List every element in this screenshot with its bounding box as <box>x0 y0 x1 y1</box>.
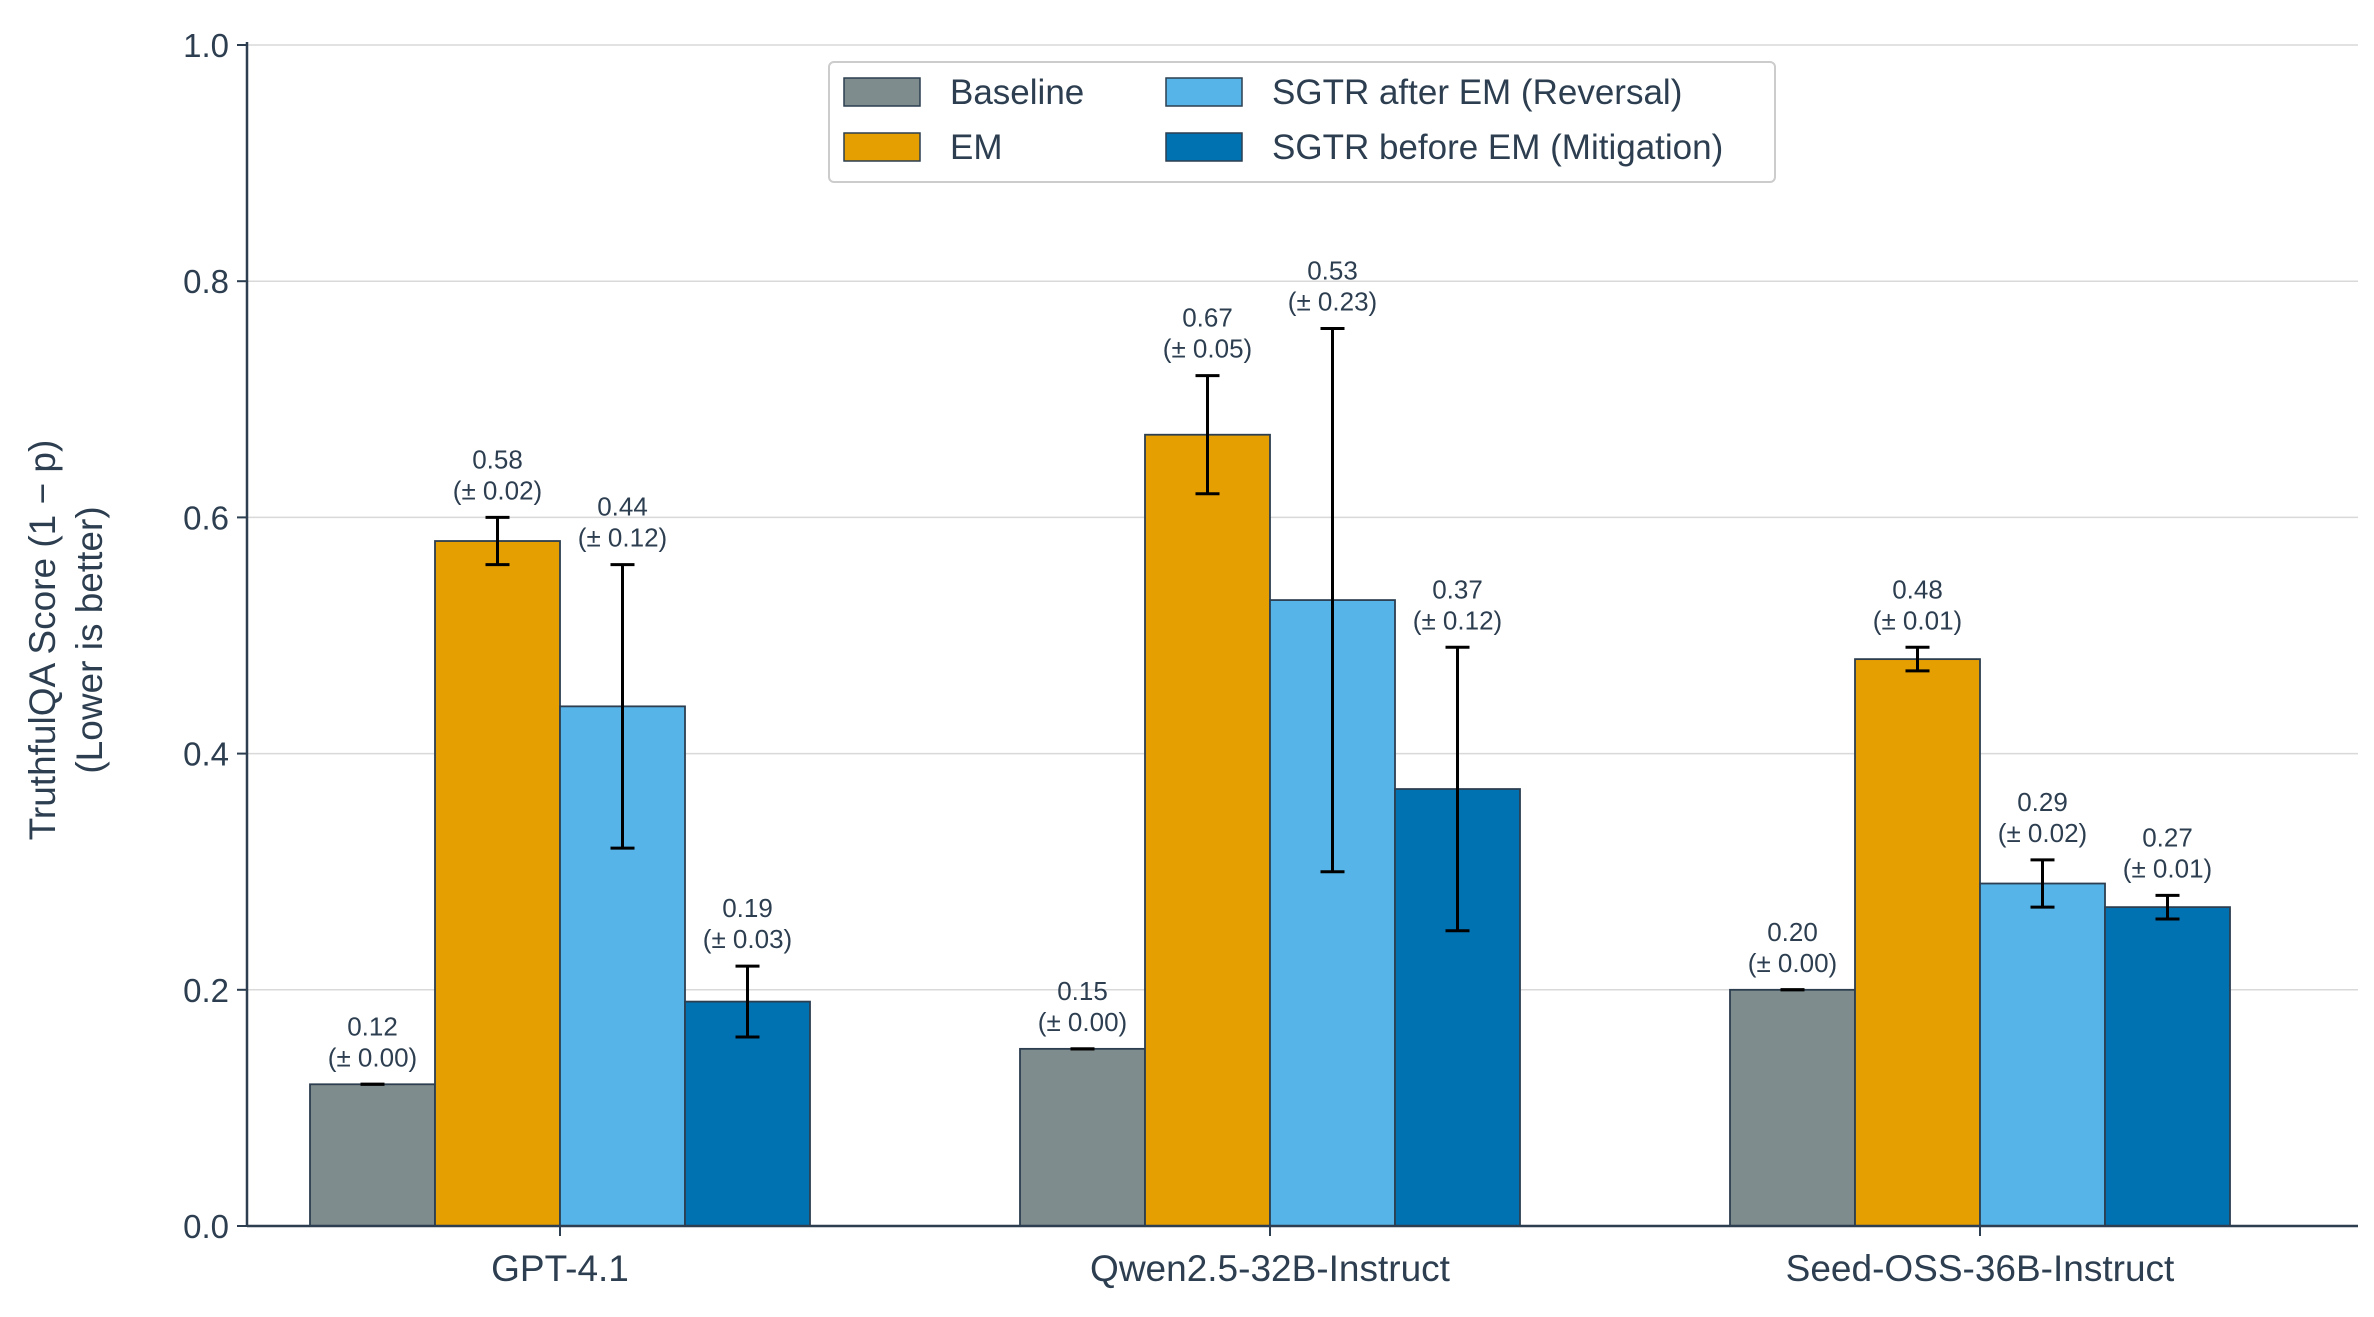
value-label: 0.44 <box>597 492 648 522</box>
error-bars-layer <box>360 326 2180 1086</box>
error-label: (± 0.01) <box>2123 853 2212 883</box>
value-label: 0.15 <box>1057 976 1108 1006</box>
error-label: (± 0.12) <box>578 523 667 553</box>
value-label: 0.19 <box>722 893 773 923</box>
y-tick-label: 0.0 <box>183 1208 229 1245</box>
bar <box>434 540 561 1227</box>
y-tick-label: 0.4 <box>183 736 229 773</box>
x-tick-label: Qwen2.5-32B-Instruct <box>1090 1248 1451 1289</box>
x-tick-labels: GPT-4.1 Qwen2.5-32B-Instruct Seed-OSS-36B-… <box>491 1248 2175 1289</box>
error-label: (± 0.12) <box>1413 605 1502 635</box>
legend: Baseline EM SGTR after EM (Reversal) SGTR b… <box>828 61 1776 183</box>
bars-layer <box>309 433 2231 1227</box>
y-axis-label-subtitle: (Lower is better) <box>69 506 110 773</box>
value-label: 0.20 <box>1767 917 1818 947</box>
x-tick-label: Seed-OSS-36B-Instruct <box>1786 1248 2175 1289</box>
value-label: 0.29 <box>2017 787 2068 817</box>
bar <box>1019 1047 1146 1227</box>
x-tick-label: GPT-4.1 <box>491 1248 629 1289</box>
error-label: (± 0.00) <box>1038 1007 1127 1037</box>
legend-box <box>828 61 1776 183</box>
error-label: (± 0.03) <box>703 924 792 954</box>
value-label: 0.27 <box>2142 822 2193 852</box>
error-label: (± 0.05) <box>1163 334 1252 364</box>
value-label: 0.12 <box>347 1011 398 1041</box>
y-tick-label: 0.8 <box>183 263 229 300</box>
y-tick-labels: 0.0 0.2 0.4 0.6 0.8 1.0 <box>183 27 229 1245</box>
error-label: (± 0.00) <box>1748 948 1837 978</box>
legend-swatch <box>1165 77 1243 107</box>
bar <box>309 1083 436 1227</box>
value-label: 0.53 <box>1307 255 1358 285</box>
y-tick-label: 0.2 <box>183 972 229 1009</box>
y-tick-label: 1.0 <box>183 27 229 64</box>
y-tick-label: 0.6 <box>183 499 229 536</box>
bar <box>1729 988 1856 1227</box>
value-labels-layer: (± 0.00)0.12(± 0.02)0.58(± 0.12)0.44(± 0… <box>328 255 2212 1072</box>
error-label: (± 0.00) <box>328 1042 417 1072</box>
error-label: (± 0.02) <box>1998 818 2087 848</box>
value-label: 0.58 <box>472 444 523 474</box>
axes-layer <box>237 42 2358 1236</box>
legend-label: EM <box>950 128 1003 167</box>
bar <box>1854 658 1981 1227</box>
legend-label: SGTR before EM (Mitigation) <box>1272 128 1723 167</box>
legend-swatch <box>843 132 921 162</box>
bar <box>1144 433 1271 1227</box>
bar <box>1979 882 2106 1227</box>
legend-label: Baseline <box>950 73 1084 112</box>
legend-label: SGTR after EM (Reversal) <box>1272 73 1682 112</box>
bar <box>2104 906 2231 1227</box>
value-label: 0.37 <box>1432 574 1483 604</box>
error-label: (± 0.01) <box>1873 605 1962 635</box>
value-label: 0.67 <box>1182 303 1233 333</box>
error-label: (± 0.02) <box>453 475 542 505</box>
value-label: 0.48 <box>1892 574 1943 604</box>
y-axis-label: TruthfulQA Score (1 − p) <box>22 440 63 841</box>
legend-swatch <box>1165 132 1243 162</box>
legend-swatch <box>843 77 921 107</box>
error-label: (± 0.23) <box>1288 286 1377 316</box>
